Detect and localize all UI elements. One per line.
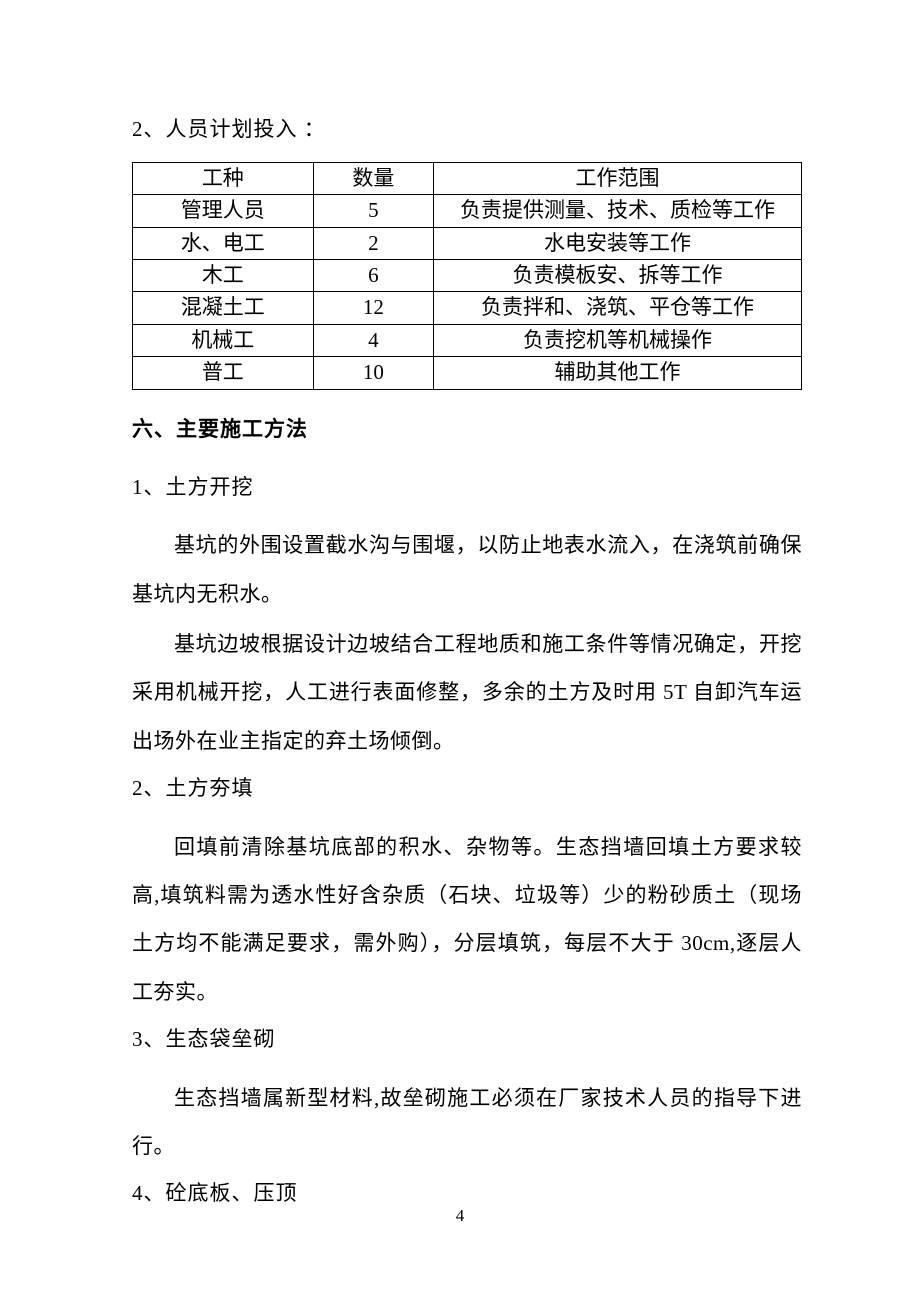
cell-qty: 6 <box>313 260 433 292</box>
subsection-3-title: 3、生态袋垒砌 <box>132 1020 802 1060</box>
cell-type: 管理人员 <box>133 195 314 227</box>
table-row: 混凝土工 12 负责拌和、浇筑、平仓等工作 <box>133 292 802 324</box>
subsection-2-title: 2、土方夯填 <box>132 769 802 809</box>
subsection-3-para-1: 生态挡墙属新型材料,故垒砌施工必须在厂家技术人员的指导下进行。 <box>132 1074 802 1171</box>
cell-scope: 负责挖机等机械操作 <box>434 324 802 356</box>
table-row: 管理人员 5 负责提供测量、技术、质检等工作 <box>133 195 802 227</box>
cell-type: 机械工 <box>133 324 314 356</box>
personnel-table: 工种 数量 工作范围 管理人员 5 负责提供测量、技术、质检等工作 水、电工 2… <box>132 162 802 390</box>
page-number: 4 <box>0 1200 920 1232</box>
cell-type: 木工 <box>133 260 314 292</box>
cell-scope: 水电安装等工作 <box>434 227 802 259</box>
cell-qty: 2 <box>313 227 433 259</box>
table-row: 机械工 4 负责挖机等机械操作 <box>133 324 802 356</box>
cell-qty: 10 <box>313 357 433 389</box>
cell-scope: 负责拌和、浇筑、平仓等工作 <box>434 292 802 324</box>
table-row: 木工 6 负责模板安、拆等工作 <box>133 260 802 292</box>
cell-qty: 4 <box>313 324 433 356</box>
cell-scope: 负责模板安、拆等工作 <box>434 260 802 292</box>
cell-type: 水、电工 <box>133 227 314 259</box>
cell-qty: 5 <box>313 195 433 227</box>
cell-scope: 负责提供测量、技术、质检等工作 <box>434 195 802 227</box>
header-scope: 工作范围 <box>434 162 802 194</box>
cell-type: 普工 <box>133 357 314 389</box>
section-intro-line: 2、人员计划投入 ： <box>132 110 802 150</box>
cell-scope: 辅助其他工作 <box>434 357 802 389</box>
table-row: 普工 10 辅助其他工作 <box>133 357 802 389</box>
subsection-1-para-2: 基坑边坡根据设计边坡结合工程地质和施工条件等情况确定，开挖采用机械开挖，人工进行… <box>132 620 802 765</box>
cell-type: 混凝土工 <box>133 292 314 324</box>
table-header-row: 工种 数量 工作范围 <box>133 162 802 194</box>
subsection-1-para-1: 基坑的外围设置截水沟与围堰，以防止地表水流入，在浇筑前确保基坑内无积水。 <box>132 521 802 618</box>
header-quantity: 数量 <box>313 162 433 194</box>
cell-qty: 12 <box>313 292 433 324</box>
header-type: 工种 <box>133 162 314 194</box>
table-row: 水、电工 2 水电安装等工作 <box>133 227 802 259</box>
section-6-heading: 六、主要施工方法 <box>132 410 802 450</box>
subsection-2-para-1: 回填前清除基坑底部的积水、杂物等。生态挡墙回填土方要求较高,填筑料需为透水性好含… <box>132 823 802 1016</box>
subsection-1-title: 1、土方开挖 <box>132 468 802 508</box>
